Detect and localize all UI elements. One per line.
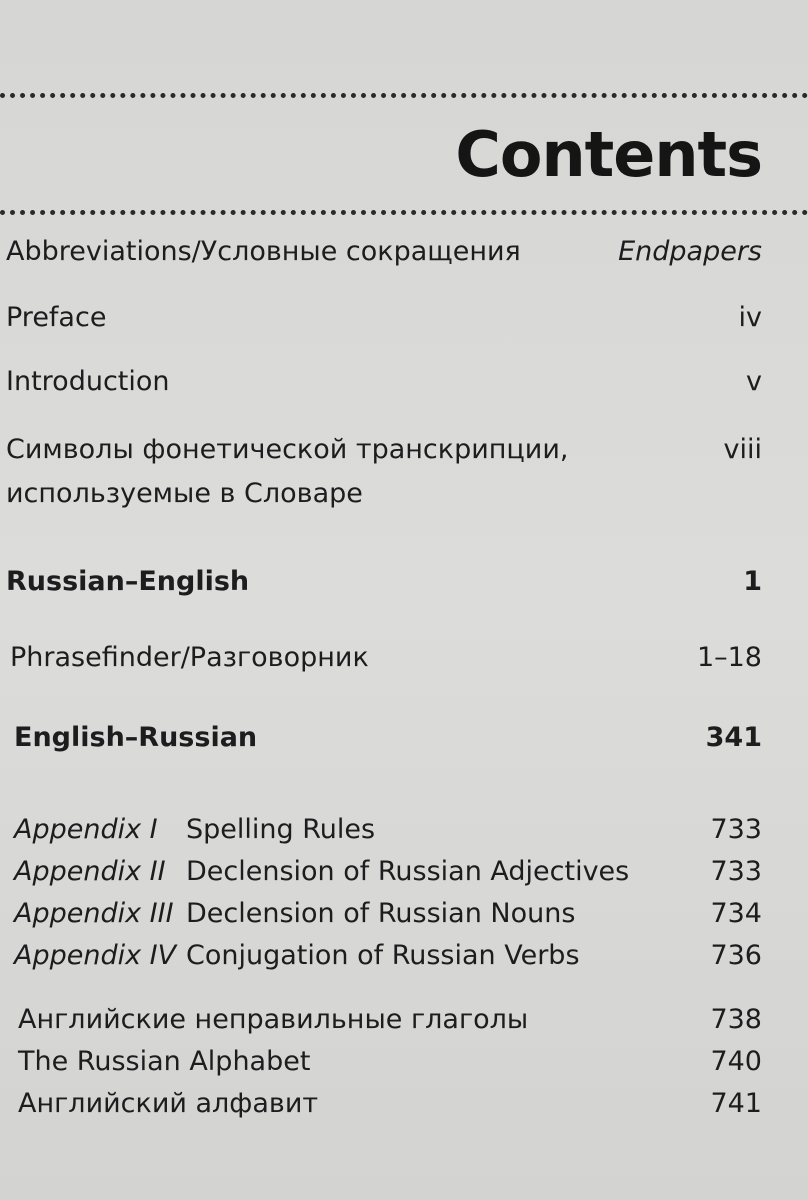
entry-title: Introduction <box>6 366 170 397</box>
appendix-label: Appendix III <box>14 898 174 929</box>
appendix-title: Spelling Rules <box>186 814 376 845</box>
appendix-page: 736 <box>710 940 762 971</box>
section-page: 341 <box>705 722 762 753</box>
toc-section: English–Russian 341 <box>14 722 762 753</box>
entry-page: 740 <box>710 1046 762 1077</box>
entry-title: Английские неправильные глаголы <box>18 1004 529 1035</box>
toc-entry: Phrasefinder/Разговорник 1–18 <box>10 642 762 673</box>
entry-title: The Russian Alphabet <box>18 1046 311 1077</box>
appendix-title: Conjugation of Russian Verbs <box>186 940 580 971</box>
entry-page: 738 <box>710 1004 762 1035</box>
appendix-title: Declension of Russian Adjectives <box>186 856 630 887</box>
appendix-label: Appendix IV <box>14 940 177 971</box>
appendix-label: Appendix I <box>14 814 158 845</box>
entry-title: Phrasefinder/Разговорник <box>10 642 369 673</box>
dotted-rule-top <box>0 93 808 98</box>
entry-title: Preface <box>6 302 107 333</box>
toc-section: Russian–English 1 <box>6 566 762 597</box>
toc-entry: Preface iv <box>6 302 762 333</box>
appendix-entry: Appendix I Spelling Rules 733 <box>14 814 762 845</box>
entry-page: 1–18 <box>696 642 762 673</box>
section-title: English–Russian <box>14 722 258 753</box>
appendix-page: 733 <box>710 814 762 845</box>
page-title: Contents <box>455 118 763 191</box>
entry-title: Английский алфавит <box>18 1088 319 1119</box>
toc-entry: Introduction v <box>6 366 762 397</box>
toc-entry: Abbreviations/Условные сокращения Endpap… <box>6 236 762 267</box>
appendix-page: 733 <box>710 856 762 887</box>
toc-entry: Английские неправильные глаголы 738 <box>18 1004 762 1035</box>
toc-entry: The Russian Alphabet 740 <box>18 1046 762 1077</box>
appendix-entry: Appendix II Declension of Russian Adject… <box>14 856 762 887</box>
toc-entry: Английский алфавит 741 <box>18 1088 762 1119</box>
appendix-page: 734 <box>710 898 762 929</box>
entry-page: v <box>746 366 762 397</box>
entry-title: Символы фонетической транскрипции, исполь… <box>6 428 568 516</box>
entry-page: 741 <box>710 1088 762 1119</box>
entry-title: Abbreviations/Условные сокращения <box>6 236 521 267</box>
section-page: 1 <box>743 566 762 597</box>
entry-page: iv <box>738 302 762 333</box>
entry-page: Endpapers <box>618 236 762 267</box>
appendix-entry: Appendix IV Conjugation of Russian Verbs… <box>14 940 762 971</box>
appendix-entry: Appendix III Declension of Russian Nouns… <box>14 898 762 929</box>
toc-entry: Символы фонетической транскрипции, исполь… <box>6 428 762 516</box>
entry-title-line: используемые в Словаре <box>6 478 363 509</box>
appendix-title: Declension of Russian Nouns <box>186 898 576 929</box>
entry-title-line: Символы фонетической транскрипции, <box>6 434 569 465</box>
section-title: Russian–English <box>6 566 250 597</box>
dotted-rule-bottom <box>0 210 808 215</box>
appendix-label: Appendix II <box>14 856 166 887</box>
entry-page: viii <box>723 434 762 465</box>
